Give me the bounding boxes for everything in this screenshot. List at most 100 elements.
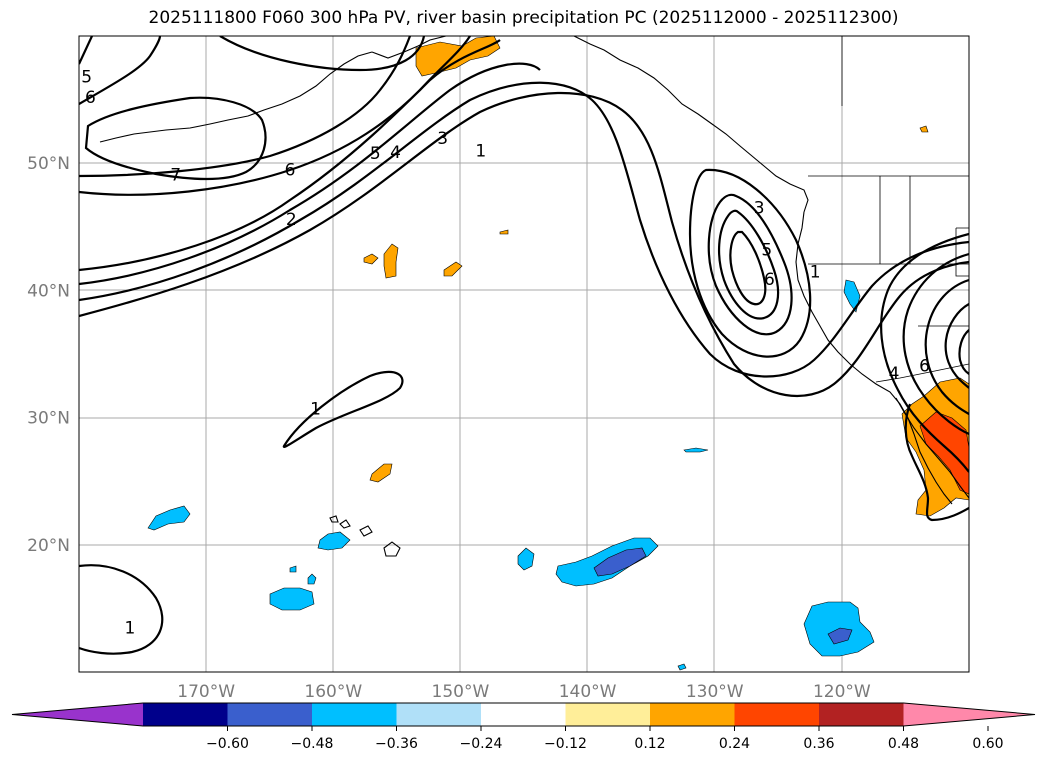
pv-contour-5 <box>79 36 471 196</box>
shade-south-negative-2 <box>307 573 317 585</box>
colorbar-swatch <box>143 703 228 726</box>
coast-hawaii-kauai <box>329 515 339 523</box>
lon-label: 160°W <box>304 682 362 702</box>
colorbar: −0.60 −0.48 −0.36 −0.24 −0.12 0.12 0.24 0.36 0.4… <box>11 702 1036 752</box>
pv-contour-9 <box>79 36 93 65</box>
pv-contour-label: 5 <box>761 241 772 261</box>
pv-contour-13 <box>707 193 793 336</box>
coast-baja-gulf <box>895 397 969 499</box>
pv-contour-label: 6 <box>919 356 930 376</box>
colorbar-tick-label: −0.24 <box>460 736 503 752</box>
pv-contour-label: 5 <box>81 68 92 88</box>
coast-us-west <box>795 211 953 505</box>
colorbar-outline <box>11 702 1036 727</box>
pv-contour-label: 6 <box>764 270 775 290</box>
pv-contour-label: 6 <box>285 161 296 181</box>
pv-contour-10 <box>219 36 426 72</box>
pv-contour-label: 1 <box>310 400 321 420</box>
pv-contour-label: 4 <box>889 364 900 384</box>
coast-aleutians <box>99 51 373 143</box>
pv-contour-4 <box>79 39 501 272</box>
pv-contour-label: 1 <box>124 618 135 638</box>
lon-label: 150°W <box>432 682 490 702</box>
pv-contour-label: 3 <box>437 129 448 149</box>
colorbar-swatch <box>819 703 904 726</box>
pv-contour-label: 1 <box>475 141 486 161</box>
colorbar-tick-label: 0.12 <box>634 736 665 752</box>
colorbar-extend-min <box>12 703 143 726</box>
shade-small-positive-2 <box>363 253 379 265</box>
colorbar-swatch <box>565 703 651 726</box>
lon-label: 140°W <box>559 682 617 702</box>
pv-contour-label: 5 <box>370 144 381 164</box>
pv-contour-1 <box>79 91 969 398</box>
lon-label: 170°W <box>177 682 235 702</box>
map-title: 2025111800 F060 300 hPa PV, river basin … <box>148 8 899 28</box>
pv-contour-12 <box>79 564 164 655</box>
shade-central-strong-negative <box>593 547 647 577</box>
pv-contour-label: 2 <box>286 210 297 230</box>
pv-contour-3 <box>79 62 541 286</box>
longitude-labels: 170°W 160°W 150°W 140°W 130°W 120°W <box>177 682 871 702</box>
pv-contour-22 <box>904 403 969 522</box>
shade-small-positive-5 <box>369 463 393 483</box>
pv-contour-20 <box>958 329 969 375</box>
shade-small-positive-3 <box>443 261 463 277</box>
border-us-mexico <box>875 363 969 383</box>
pv-contours <box>79 36 969 655</box>
pv-contour-label: 6 <box>85 88 96 108</box>
pv-contour-label: 1 <box>810 262 821 282</box>
coastlines <box>99 36 969 557</box>
pv-contour-19 <box>944 303 969 389</box>
pv-contour-label: 3 <box>754 199 765 219</box>
pv-contour-14 <box>717 209 780 320</box>
pv-contour-8 <box>79 36 162 105</box>
shade-se-strong-negative <box>827 627 853 645</box>
shade-south-negative-3 <box>289 565 297 573</box>
shade-norcal-negative <box>843 279 861 313</box>
pv-contour-label: 4 <box>390 143 401 163</box>
colorbar-extend-max <box>903 703 1035 726</box>
pv-contour-18 <box>924 278 969 415</box>
colorbar-tick-label: 0.36 <box>803 736 834 752</box>
map-frame <box>78 35 970 673</box>
pv-contour-6 <box>79 36 412 178</box>
colorbar-swatch <box>312 703 397 726</box>
pv-contour-15 <box>729 230 767 306</box>
lat-label: 20°N <box>27 536 70 556</box>
colorbar-swatch <box>650 703 735 726</box>
pv-contour-16 <box>688 168 812 358</box>
colorbar-swatch <box>396 703 482 726</box>
coast-bc-alaska-panhandle <box>573 36 809 213</box>
shade-small-positive-1 <box>383 243 399 279</box>
pv-contour-11 <box>282 370 404 448</box>
shade-small-positive-4 <box>499 229 509 235</box>
lon-label: 120°W <box>813 682 871 702</box>
colorbar-tick-label: −0.60 <box>206 736 249 752</box>
colorbar-tick-label: −0.12 <box>544 736 587 752</box>
border-state-lines <box>808 176 969 327</box>
pv-contour-label: 7 <box>170 166 181 186</box>
pv-contour-2 <box>79 81 969 378</box>
colorbar-tick-label: 0.24 <box>719 736 750 752</box>
pv-contour-21 <box>880 232 969 473</box>
shade-small-negative-4 <box>683 447 709 453</box>
lat-label: 40°N <box>27 281 70 301</box>
coast-hawaii-maui <box>359 525 373 537</box>
shade-hawaii-west-negative <box>147 505 191 531</box>
colorbar-tick-label: 0.48 <box>888 736 919 752</box>
shade-small-positive-6 <box>919 125 929 133</box>
colorbar-tick-label: −0.48 <box>291 736 334 752</box>
colorbar-tick-label: 0.60 <box>972 736 1003 752</box>
coast-hawaii-oahu <box>339 519 351 529</box>
colorbar-tick-label: −0.36 <box>375 736 418 752</box>
latitude-labels: 50°N 40°N 30°N 20°N <box>27 154 70 556</box>
pv-contour-7 <box>84 96 267 181</box>
pv-contour-17 <box>902 252 969 436</box>
coast-alaska-south <box>371 36 447 59</box>
shade-hawaii-negative <box>317 531 351 551</box>
lon-label: 130°W <box>686 682 744 702</box>
colorbar-swatch <box>734 703 820 726</box>
